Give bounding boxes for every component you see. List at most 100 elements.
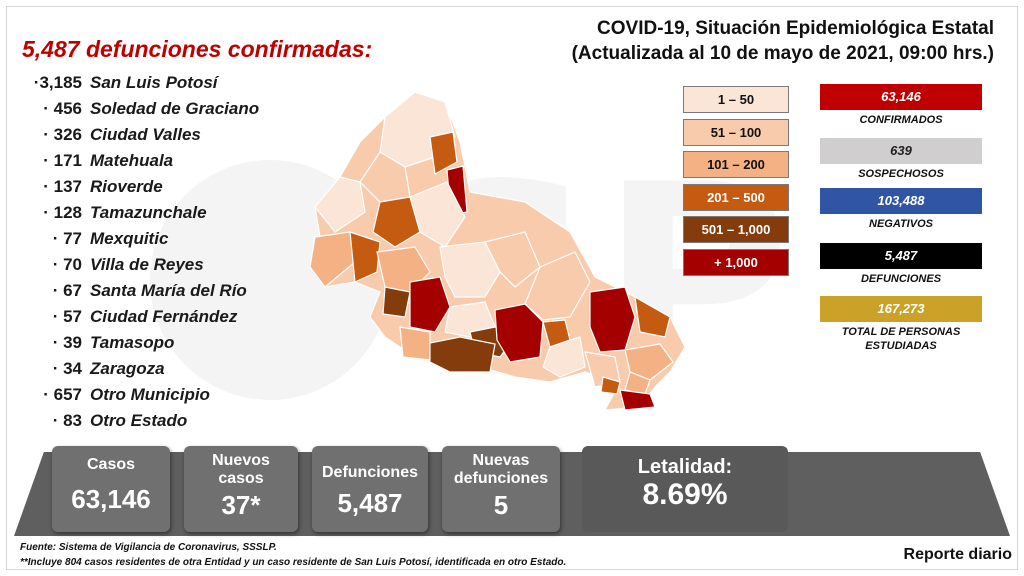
map-region: [349, 231, 381, 283]
deaths-by-municipality-list: ·3,185 San Luis Potosí · 456 Soledad de Gr…: [24, 70, 259, 434]
stat-label: NEGATIVOS: [869, 218, 933, 230]
list-item: ·3,185 San Luis Potosí: [24, 70, 259, 96]
card-label: Casos: [86, 456, 136, 473]
stat-confirmados: 63,146 CONFIRMADOS: [820, 84, 982, 127]
death-count: · 326: [43, 125, 82, 144]
death-count: · 657: [43, 385, 82, 404]
list-item: · 657 Otro Municipio: [24, 382, 259, 408]
list-item: · 77 Mexquitic: [24, 226, 259, 252]
card-value: 5,487: [337, 488, 403, 518]
list-item: · 137 Rioverde: [24, 174, 259, 200]
card-value: 63,146: [71, 484, 151, 514]
municipality-name: Santa María del Río: [90, 281, 247, 300]
municipality-name: San Luis Potosí: [90, 73, 218, 92]
municipality-name: Mexquitic: [90, 229, 169, 248]
death-count: · 34: [52, 359, 82, 378]
legend-item: + 1,000: [683, 248, 789, 276]
list-item: · 67 Santa María del Río: [24, 278, 259, 304]
list-item: · 83 Otro Estado: [24, 408, 259, 434]
stat-value: 639: [820, 138, 982, 164]
death-count: · 39: [52, 333, 82, 352]
municipality-name: Tamasopo: [90, 333, 175, 352]
municipality-name: Soledad de Graciano: [90, 99, 260, 118]
stat-label: DEFUNCIONES: [860, 273, 942, 285]
municipality-name: Otro Estado: [90, 411, 188, 430]
card-value: 8.69%: [642, 478, 728, 511]
list-item: · 171 Matehuala: [24, 148, 259, 174]
map-region: [424, 336, 496, 373]
map-region: [399, 326, 431, 361]
map-region: [309, 231, 356, 288]
list-item: · 57 Ciudad Fernández: [24, 304, 259, 330]
death-count: · 171: [43, 151, 82, 170]
list-item: · 128 Tamazunchale: [24, 200, 259, 226]
cases-footnote: **Incluye 804 casos residentes de otra E…: [20, 557, 567, 568]
legend-item: 1 – 50: [683, 86, 789, 113]
card-nuevos-casos: Nuevos casos 37*: [184, 446, 298, 532]
death-count: · 456: [43, 99, 82, 118]
legend-item: 51 – 100: [683, 118, 789, 146]
death-count: · 83: [52, 411, 82, 430]
municipality-name: Tamazunchale: [90, 203, 207, 222]
card-label: Defunciones: [321, 464, 418, 481]
card-casos: Casos 63,146: [52, 446, 170, 532]
map-region: [600, 376, 621, 395]
map-region: [409, 181, 466, 248]
municipality-name: Ciudad Valles: [90, 125, 201, 144]
stat-label: SOSPECHOSOS: [858, 168, 944, 180]
stat-value: 5,487: [820, 243, 982, 269]
map-region: [524, 251, 591, 321]
stat-label: CONFIRMADOS: [859, 114, 943, 126]
stat-defunciones: 5,487 DEFUNCIONES: [820, 243, 982, 286]
death-count: · 137: [43, 177, 82, 196]
card-label: Nuevos casos: [212, 452, 270, 487]
legend-item: 201 – 500: [683, 183, 789, 211]
title-line-1: COVID-19, Situación Epidemiológica Estat…: [597, 18, 994, 39]
list-item: · 39 Tamasopo: [24, 330, 259, 356]
stat-sospechosos: 639 SOSPECHOSOS: [820, 138, 982, 181]
death-count: · 67: [52, 281, 82, 300]
list-item: · 70 Villa de Reyes: [24, 252, 259, 278]
municipality-name: Zaragoza: [90, 359, 165, 378]
map-legend: 1 – 50 51 – 100 101 – 200 201 – 500 501 …: [683, 86, 789, 281]
stat-value: 63,146: [820, 84, 982, 110]
card-value: 5: [493, 490, 509, 520]
death-count: ·3,185: [33, 73, 82, 92]
death-count: · 70: [52, 255, 82, 274]
slide-frame: [6, 6, 1018, 570]
stat-value: 103,488: [820, 188, 982, 214]
death-count: · 77: [52, 229, 82, 248]
map-region: [624, 343, 674, 381]
title-line-2: (Actualizada al 10 de mayo de 2021, 09:0…: [571, 43, 994, 64]
list-item: · 456 Soledad de Graciano: [24, 96, 259, 122]
stat-value: 167,273: [820, 296, 982, 322]
map-region: [484, 231, 541, 288]
list-item: · 34 Zaragoza: [24, 356, 259, 382]
municipality-name: Otro Municipio: [90, 385, 210, 404]
map-region: [409, 276, 451, 333]
death-count: · 128: [43, 203, 82, 222]
legend-item: 101 – 200: [683, 151, 789, 178]
card-label: Nuevas defunciones: [453, 452, 549, 487]
stat-negativos: 103,488 NEGATIVOS: [820, 188, 982, 231]
card-letalidad: Letalidad: 8.69%: [582, 446, 788, 532]
map-region: [372, 196, 421, 248]
card-value: 37*: [221, 490, 261, 520]
map-region: [429, 131, 458, 175]
stat-total-estudiadas: 167,273 TOTAL DE PERSONAS ESTUDIADAS: [820, 296, 982, 353]
card-nuevas-defunciones: Nuevas defunciones 5: [442, 446, 560, 532]
card-label: Letalidad:: [637, 456, 733, 478]
source-footnote: Fuente: Sistema de Vigilancia de Coronav…: [20, 542, 277, 553]
map-region: [542, 336, 586, 378]
map-region: [619, 389, 656, 411]
municipality-name: Ciudad Fernández: [90, 307, 238, 326]
stat-label: TOTAL DE PERSONAS ESTUDIADAS: [841, 326, 961, 352]
map-region: [634, 296, 671, 338]
legend-item: 501 – 1,000: [683, 216, 789, 243]
report-label: Reporte diario: [903, 546, 1012, 563]
map-region: [382, 286, 411, 318]
state-choropleth-map: [309, 91, 686, 411]
death-count: · 57: [52, 307, 82, 326]
list-item: · 326 Ciudad Valles: [24, 122, 259, 148]
municipality-name: Villa de Reyes: [90, 255, 204, 274]
